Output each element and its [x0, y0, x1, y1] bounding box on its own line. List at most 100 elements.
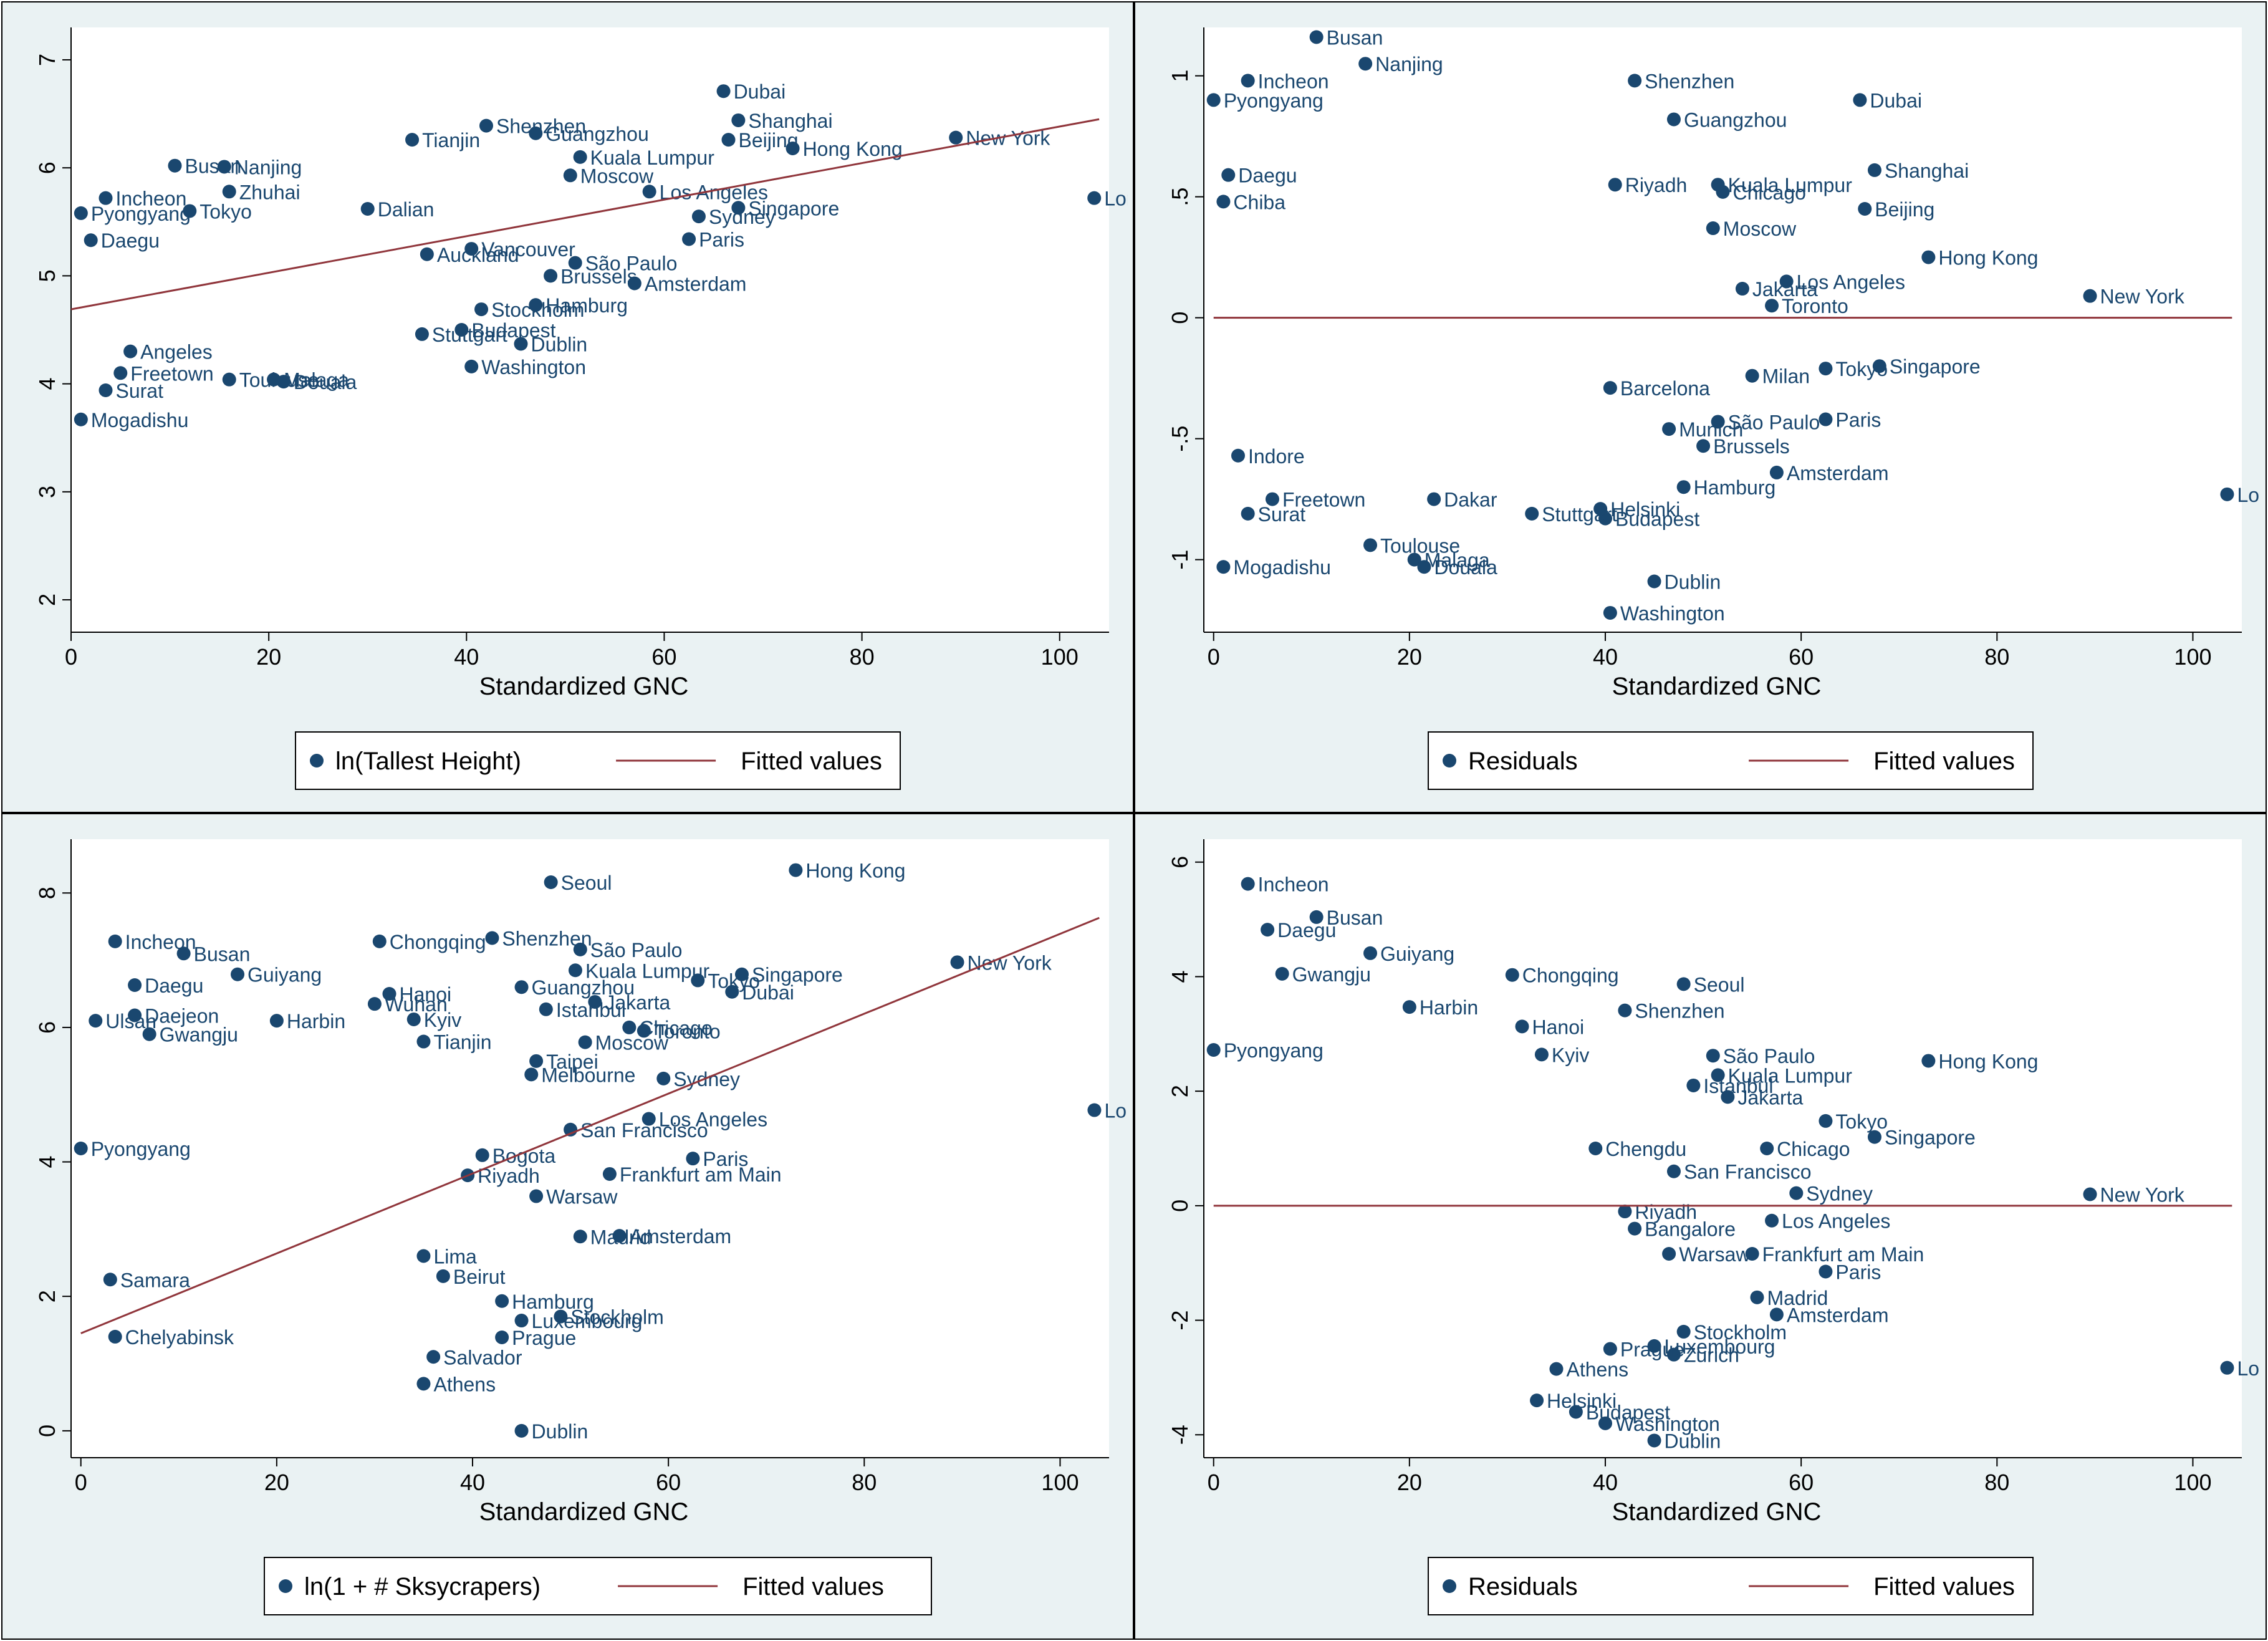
point-label: Warsaw: [546, 1186, 618, 1208]
point-label: Moscow: [595, 1032, 669, 1054]
point-label: Bogota: [493, 1145, 556, 1167]
data-point: [372, 934, 387, 948]
point-label: Kyiv: [1552, 1044, 1589, 1066]
point-label: Singapore: [1885, 1127, 1976, 1149]
y-tick-label: -.5: [1167, 426, 1193, 452]
point-label: Toronto: [1782, 295, 1848, 317]
point-label: Barcelona: [1620, 377, 1710, 400]
data-point: [74, 206, 88, 220]
y-tick-label: 0: [34, 1425, 60, 1437]
point-label: Sydney: [1806, 1183, 1873, 1205]
data-point: [74, 412, 88, 426]
legend-label-fit: Fitted values: [741, 748, 882, 775]
point-label: São Paulo: [1723, 1045, 1815, 1067]
data-point: [1706, 221, 1720, 236]
point-label: Hong Kong: [805, 860, 905, 882]
y-tick-label: 0: [1167, 312, 1193, 324]
data-point: [1206, 1043, 1221, 1057]
data-point: [1867, 163, 1881, 177]
data-point: [360, 202, 375, 216]
y-tick-label: -1: [1167, 550, 1193, 570]
y-tick-label: 2: [34, 1290, 60, 1302]
data-point: [1716, 185, 1730, 199]
point-label: Dalian: [378, 198, 435, 221]
data-point: [544, 269, 558, 283]
point-label: Surat: [116, 380, 164, 402]
point-label: Amsterdam: [630, 1225, 732, 1248]
x-tick-label: 20: [264, 1470, 289, 1495]
data-point: [1598, 1416, 1613, 1430]
point-label: Stuttgart: [432, 324, 507, 346]
point-label: Washington: [1615, 1413, 1720, 1435]
data-point: [588, 994, 602, 1009]
point-label: Jakarta: [605, 991, 670, 1014]
data-point: [1711, 1068, 1725, 1082]
x-axis-title: Standardized GNC: [1612, 673, 1822, 700]
point-label: Chiba: [1233, 191, 1285, 213]
y-tick-label: 2: [1167, 1085, 1193, 1097]
point-label: Pyongyang: [91, 1138, 191, 1160]
data-point: [99, 191, 113, 205]
point-label: Guangzhou: [532, 976, 635, 999]
data-point: [495, 1294, 509, 1308]
data-point: [1530, 1393, 1544, 1408]
point-label: Pyongyang: [91, 203, 191, 225]
point-label: Hamburg: [545, 294, 628, 317]
data-point: [554, 1309, 568, 1324]
point-label: Budapest: [1615, 508, 1699, 531]
data-point: [1711, 415, 1725, 429]
point-label: Singapore: [752, 964, 843, 986]
data-point: [128, 978, 142, 992]
legend-box: [295, 731, 901, 790]
point-label: Stockholm: [570, 1306, 663, 1329]
data-point: [74, 1142, 88, 1155]
data-point: [529, 126, 543, 140]
data-point: [1608, 178, 1622, 192]
point-label: London: [1104, 188, 1135, 210]
data-point: [524, 1067, 539, 1082]
data-point: [1676, 977, 1691, 991]
data-point: [691, 209, 706, 224]
point-label: Pyongyang: [1224, 89, 1324, 112]
data-point: [1779, 274, 1794, 289]
data-point: [514, 1423, 529, 1438]
point-label: Riyadh: [478, 1165, 540, 1187]
x-tick-label: 60: [656, 1470, 681, 1495]
x-tick-label: 40: [454, 644, 479, 670]
data-point: [686, 1152, 700, 1166]
point-label: Mogadishu: [91, 409, 189, 431]
data-point: [1769, 1307, 1784, 1322]
point-label: Dakar: [1444, 489, 1497, 511]
point-label: San Francisco: [580, 1119, 708, 1142]
x-tick-label: 80: [1984, 644, 2009, 670]
point-label: Kuala Lumpur: [585, 960, 710, 982]
y-tick-label: 6: [34, 161, 60, 174]
y-tick-label: 6: [34, 1021, 60, 1034]
data-point: [1603, 381, 1617, 395]
data-point: [786, 142, 800, 155]
point-label: Busan: [1327, 907, 1383, 929]
data-point: [637, 1024, 651, 1038]
data-point: [544, 875, 558, 890]
data-point: [731, 113, 746, 127]
point-label: Melbourne: [541, 1064, 635, 1086]
data-point: [1676, 480, 1691, 494]
point-label: Vancouver: [481, 238, 575, 261]
data-point: [1216, 560, 1231, 574]
legend-label-series: ln(Tallest Height): [335, 748, 521, 775]
point-label: Lima: [433, 1246, 477, 1268]
point-label: Zhuhai: [239, 181, 300, 203]
point-label: Malaga: [284, 369, 349, 392]
point-label: Malaga: [1425, 549, 1490, 572]
point-label: Daegu: [1238, 165, 1297, 187]
data-point: [514, 337, 528, 351]
point-label: Incheon: [116, 188, 187, 210]
legend-marker: [1443, 1579, 1456, 1593]
data-point: [415, 327, 429, 341]
point-label: Dubai: [742, 981, 794, 1004]
data-point: [1427, 492, 1441, 506]
data-point: [1745, 1247, 1759, 1261]
data-point: [1241, 506, 1255, 521]
data-point: [474, 302, 489, 317]
